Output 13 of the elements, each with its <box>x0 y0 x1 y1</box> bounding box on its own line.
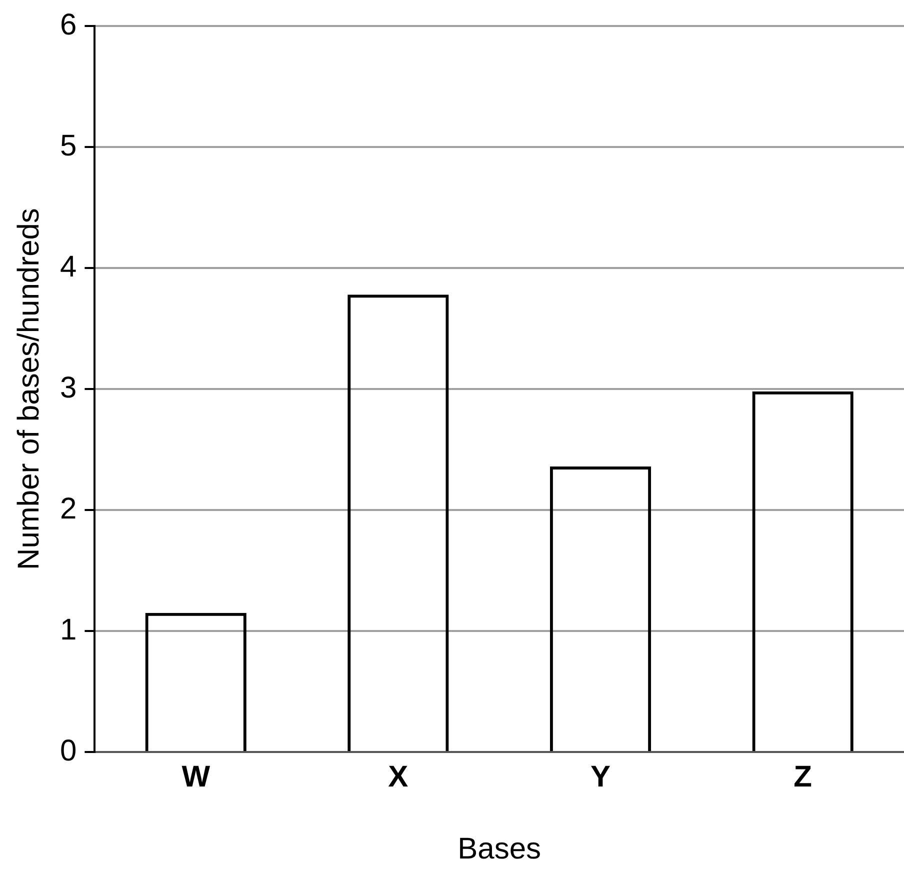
x-tick-label: Z <box>794 760 812 794</box>
x-tick-label: X <box>388 760 408 794</box>
y-tick-label: 4 <box>60 250 77 284</box>
y-axis-title: Number of bases/hundreds <box>12 208 46 570</box>
y-tick-label: 3 <box>60 371 77 404</box>
y-tick-label: 2 <box>60 492 77 526</box>
y-tick-label: 6 <box>60 8 77 42</box>
x-tick-label: Y <box>590 760 611 794</box>
x-tick-label: W <box>182 760 211 794</box>
y-tick-label: 5 <box>60 129 77 162</box>
x-axis-title: Bases <box>458 832 542 866</box>
y-tick-label: 1 <box>60 613 77 646</box>
y-tick-label: 0 <box>60 734 77 768</box>
